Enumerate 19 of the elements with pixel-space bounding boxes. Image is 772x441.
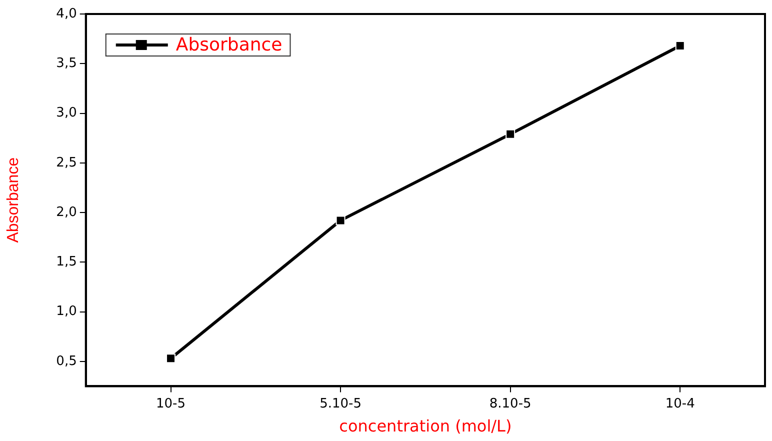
point [166,354,176,364]
y-tick-label: 2,0 [56,204,77,220]
y-tick-label: 0,5 [56,354,77,369]
x-tick-label: 10-5 [156,396,186,412]
legend-label: Absorbance [176,34,282,56]
y-tick-label: 1,0 [56,304,77,320]
x-tick-label: 10-4 [665,396,695,412]
y-tick-label: 3,5 [56,56,77,71]
y-tick-label: 1,5 [56,254,77,270]
y-tick-label: 2,5 [56,155,77,170]
y-tick-label: 3,0 [56,106,77,121]
y-axis-title: Absorbance [5,157,22,243]
point [675,41,685,51]
point [336,216,346,226]
x-axis-title: concentration (mol/L) [339,416,512,436]
point [506,129,516,139]
x-tick-label: 8.10-5 [489,396,532,412]
y-tick-label: 4,0 [56,6,77,22]
x-tick-label: 5.10-5 [320,396,362,412]
